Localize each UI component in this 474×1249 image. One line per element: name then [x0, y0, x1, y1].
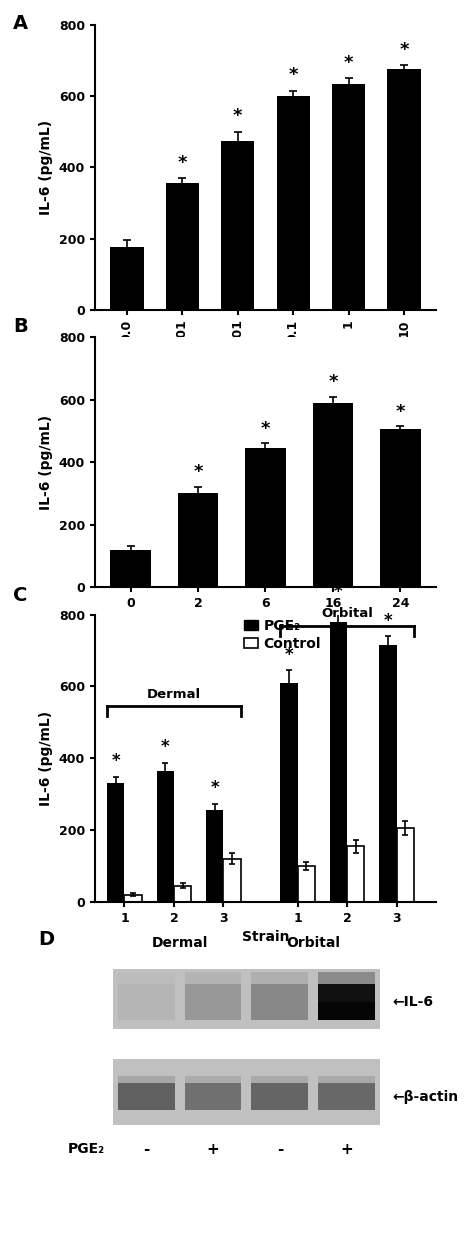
Bar [178, 493, 218, 587]
Bar [110, 247, 144, 310]
Text: *: * [399, 41, 409, 59]
Bar [166, 184, 199, 310]
Text: -: - [277, 1142, 283, 1157]
Bar [118, 972, 175, 984]
Text: *: * [383, 612, 392, 629]
Bar [252, 1075, 308, 1083]
Bar [252, 984, 308, 1020]
Text: +: + [207, 1142, 219, 1157]
Bar [221, 141, 255, 310]
Bar [110, 550, 151, 587]
Bar [185, 984, 241, 1020]
Text: Dermal: Dermal [147, 688, 201, 701]
Text: *: * [233, 107, 243, 125]
Bar [330, 622, 347, 902]
X-axis label: Treatment time (h): Treatment time (h) [191, 616, 340, 629]
Bar [107, 783, 125, 902]
Bar [332, 84, 365, 310]
Text: *: * [334, 583, 343, 601]
Text: *: * [210, 779, 219, 797]
Bar [113, 1059, 380, 1125]
Bar [387, 70, 420, 310]
Bar [252, 972, 308, 984]
Bar [185, 1083, 241, 1110]
Text: *: * [161, 738, 170, 757]
Text: C: C [13, 586, 27, 605]
Text: Dermal: Dermal [152, 937, 208, 950]
Text: Orbital: Orbital [321, 607, 373, 621]
Text: *: * [344, 54, 353, 72]
Bar [318, 984, 375, 1020]
Bar [318, 972, 375, 984]
Text: *: * [111, 752, 120, 771]
Bar [318, 1075, 375, 1083]
Text: +: + [340, 1142, 353, 1157]
Bar [347, 846, 365, 902]
Bar [252, 1083, 308, 1110]
Bar [397, 828, 414, 902]
Bar [380, 430, 420, 587]
Legend: PGE₂, Control: PGE₂, Control [244, 618, 321, 651]
Text: A: A [13, 14, 28, 32]
Bar [206, 811, 223, 902]
Bar [318, 1002, 375, 1020]
Bar [280, 683, 298, 902]
Text: *: * [178, 154, 187, 171]
Bar [174, 886, 191, 902]
X-axis label: Strain: Strain [242, 931, 289, 944]
Text: *: * [288, 66, 298, 85]
Text: *: * [193, 463, 203, 482]
Bar [318, 1083, 375, 1110]
Text: *: * [261, 420, 270, 438]
Bar [113, 969, 380, 1029]
Bar [118, 984, 175, 1020]
Bar [245, 448, 286, 587]
Bar [185, 1075, 241, 1083]
Text: B: B [13, 317, 27, 336]
Bar [118, 1083, 175, 1110]
Bar [125, 894, 142, 902]
Text: *: * [396, 402, 405, 421]
Bar [118, 1075, 175, 1083]
Y-axis label: IL-6 (pg/mL): IL-6 (pg/mL) [39, 415, 53, 510]
Bar [156, 771, 174, 902]
Text: D: D [38, 931, 54, 949]
Text: -: - [143, 1142, 150, 1157]
Bar [313, 402, 353, 587]
Text: ←IL-6: ←IL-6 [392, 995, 433, 1009]
Bar [223, 859, 241, 902]
Y-axis label: IL-6 (pg/mL): IL-6 (pg/mL) [39, 711, 53, 806]
Text: PGE₂: PGE₂ [67, 1142, 105, 1157]
Bar [298, 866, 315, 902]
Bar [379, 644, 397, 902]
X-axis label: PGE₂ Concentration (μM): PGE₂ Concentration (μM) [168, 365, 363, 378]
Bar [185, 972, 241, 984]
Y-axis label: IL-6 (pg/mL): IL-6 (pg/mL) [39, 120, 53, 215]
Bar [276, 96, 310, 310]
Text: ←β-actin: ←β-actin [392, 1089, 459, 1104]
Text: Orbital: Orbital [286, 937, 340, 950]
Text: *: * [284, 646, 293, 663]
Text: *: * [328, 373, 337, 391]
